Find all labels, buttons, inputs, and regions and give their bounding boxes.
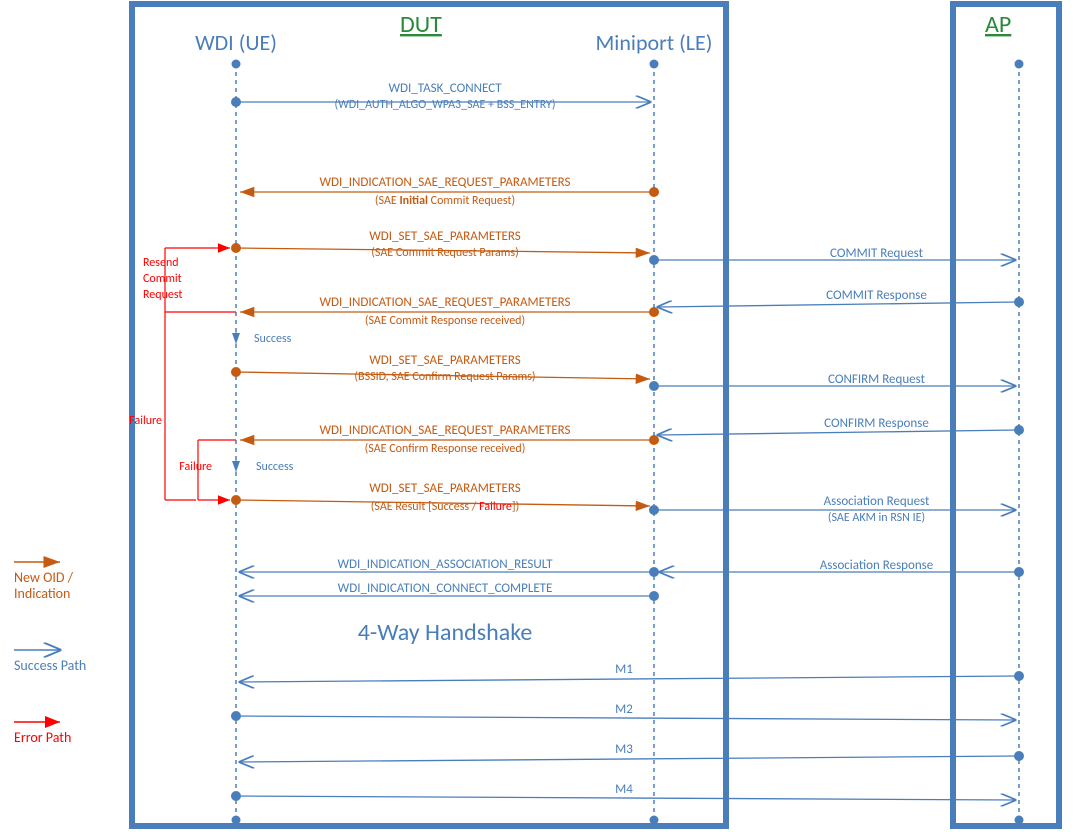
legend-success: Success Path xyxy=(14,657,86,674)
dut-title: DUT xyxy=(400,10,442,39)
svg-text:Request: Request xyxy=(143,288,182,302)
svg-text:M1: M1 xyxy=(615,662,633,677)
miniport-title: Miniport (LE) xyxy=(596,29,713,56)
msg-connect: WDI_TASK_CONNECT xyxy=(388,81,502,96)
success-1: Success xyxy=(254,332,292,346)
svg-text:Commit: Commit xyxy=(143,272,182,286)
msg-ind1: WDI_INDICATION_SAE_REQUEST_PARAMETERS xyxy=(319,175,570,190)
msg-assoc-resp: Association Response xyxy=(820,558,933,573)
dut-box xyxy=(132,4,726,826)
svg-text:M2: M2 xyxy=(615,702,633,717)
svg-text:Indication: Indication xyxy=(14,585,70,602)
svg-text:(SAE Result [Success / Failure: (SAE Result [Success / Failure]) xyxy=(371,500,519,514)
msg-confirm-resp: CONFIRM Response xyxy=(824,416,929,431)
legend-new-oid: New OID / xyxy=(14,569,74,586)
svg-text:(SAE Commit Response received): (SAE Commit Response received) xyxy=(365,314,525,328)
handshake-title: 4-Way Handshake xyxy=(358,618,533,647)
msg-set1: WDI_SET_SAE_PARAMETERS xyxy=(369,229,521,244)
sequence-diagram: DUT AP WDI (UE) Miniport (LE) WDI_TASK_CONNE… xyxy=(0,0,1086,832)
svg-text:(WDI_AUTH_ALGO_WPA3_SAE + BSS_: (WDI_AUTH_ALGO_WPA3_SAE + BSS_ENTRY) xyxy=(334,98,555,112)
msg-conn-complete: WDI_INDICATION_CONNECT_COMPLETE xyxy=(338,581,553,596)
svg-text:M3: M3 xyxy=(615,742,633,757)
svg-text:(BSSID, SAE Confirm Request Pa: (BSSID, SAE Confirm Request Params) xyxy=(354,370,535,384)
msg-set2: WDI_SET_SAE_PARAMETERS xyxy=(369,353,521,368)
svg-text:(SAE Initial Commit Request): (SAE Initial Commit Request) xyxy=(375,194,515,208)
ap-box xyxy=(953,4,1059,826)
svg-text:(SAE AKM in RSN IE): (SAE AKM in RSN IE) xyxy=(828,511,925,525)
success-2: Success xyxy=(256,460,294,474)
msg-assoc-req: Association Request xyxy=(824,494,930,509)
legend-error: Error Path xyxy=(14,729,71,746)
msg-ind3: WDI_INDICATION_SAE_REQUEST_PARAMETERS xyxy=(319,423,570,438)
msg-commit-resp: COMMIT Response xyxy=(826,288,927,303)
failure-2: Failure xyxy=(179,460,212,474)
msg-commit-req: COMMIT Request xyxy=(830,246,924,261)
failure-1: Failure xyxy=(129,414,162,428)
svg-text:M4: M4 xyxy=(615,782,633,797)
msg-set3: WDI_SET_SAE_PARAMETERS xyxy=(369,481,521,496)
svg-text:(SAE Commit Request Params): (SAE Commit Request Params) xyxy=(371,246,518,260)
resend-label: Resend xyxy=(143,256,179,270)
svg-text:(SAE Confirm Response received: (SAE Confirm Response received) xyxy=(365,442,526,456)
msg-assoc-result: WDI_INDICATION_ASSOCIATION_RESULT xyxy=(337,557,553,572)
ap-title: AP xyxy=(985,10,1011,39)
wdi-title: WDI (UE) xyxy=(195,29,277,56)
msg-ind2: WDI_INDICATION_SAE_REQUEST_PARAMETERS xyxy=(319,295,570,310)
msg-confirm-req: CONFIRM Request xyxy=(828,372,926,387)
